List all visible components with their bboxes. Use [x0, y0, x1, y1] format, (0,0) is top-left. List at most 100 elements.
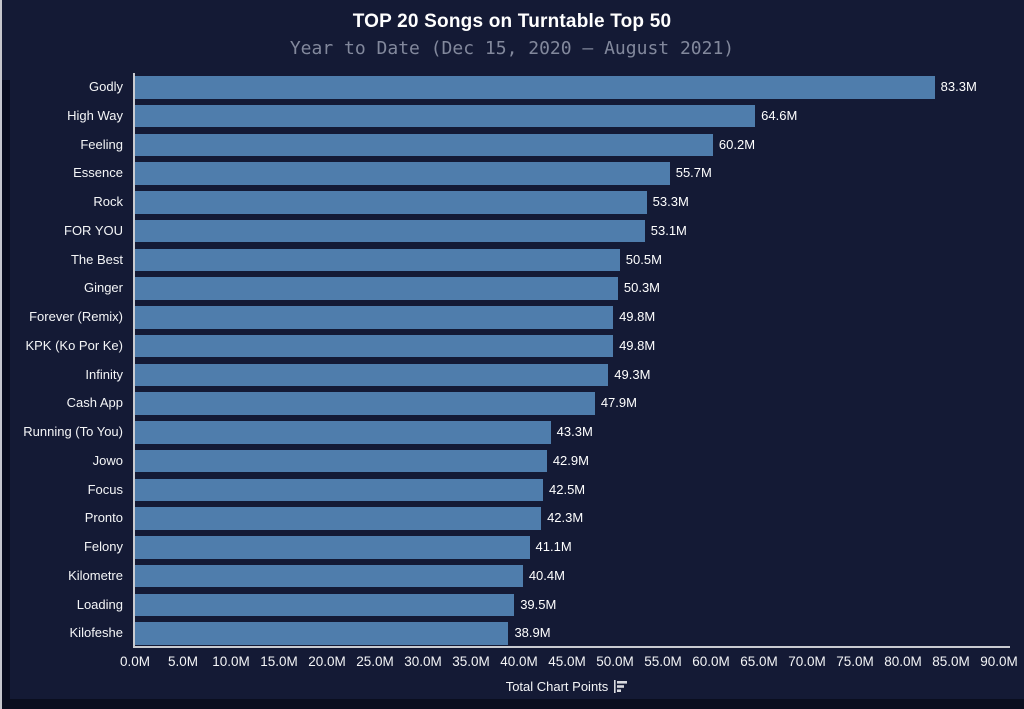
x-axis-tick-label: 35.0M	[452, 654, 490, 669]
bar	[135, 507, 542, 530]
x-axis-tick-label: 60.0M	[692, 654, 730, 669]
chart-title: TOP 20 Songs on Turntable Top 50	[352, 11, 672, 32]
bar	[135, 334, 614, 358]
bar-value-label: 50.5M	[625, 251, 662, 267]
y-axis-category-label: High Way	[67, 107, 123, 123]
bar	[135, 248, 620, 271]
x-axis-tick-label: 45.0M	[548, 654, 586, 669]
bar-row: FOR YOU 53.1M	[64, 217, 999, 246]
bar-row: Essence 55.7M	[73, 159, 999, 188]
bar-value-label: 38.9M	[514, 625, 551, 641]
x-axis-tick-label: 15.0M	[260, 654, 298, 669]
bar-value-label: 42.3M	[547, 510, 584, 526]
x-axis-tick-label: 50.0M	[596, 654, 634, 669]
x-axis-label-wrap: Total Chart Points	[135, 679, 999, 694]
bar-row: Feeling 60.2M	[80, 131, 999, 160]
bar-row: Kilofeshe 38.9M	[70, 619, 999, 648]
bar-value-label: 53.3M	[652, 194, 689, 209]
y-axis-category-label: Ginger	[83, 280, 123, 296]
bar-value-label: 42.9M	[552, 452, 589, 468]
y-axis-category-label: Running (To You)	[23, 424, 123, 439]
bar	[135, 191, 647, 214]
window-left-dark-strip	[2, 80, 10, 709]
window-bottom-dark-strip	[2, 699, 1024, 709]
bar	[135, 277, 618, 300]
y-axis-category-label: Feeling	[80, 136, 123, 152]
x-axis-label: Total Chart Points	[505, 679, 609, 694]
bar-row: Forever (Remix) 49.8M	[29, 303, 999, 332]
bar-row: Pronto 42.3M	[85, 504, 999, 533]
bar-value-label: 49.3M	[614, 366, 651, 382]
bar-row: Ginger 50.3M	[84, 274, 999, 303]
bar-value-label: 60.2M	[718, 136, 756, 152]
x-axis-ticks: 0.0M 5.0M 10.0M 15.0M 20.0M 25.0M 30.0M 35.0M 40…	[120, 654, 1018, 672]
y-axis-category-label: Godly	[89, 79, 123, 94]
bar	[135, 104, 756, 128]
bar-row: Loading 39.5M	[77, 591, 999, 620]
bar	[135, 392, 595, 415]
bar-row: Cash App 47.9M	[67, 389, 999, 418]
bar-value-label: 49.8M	[619, 309, 656, 324]
bar	[135, 162, 670, 185]
x-axis-tick-label: 20.0M	[308, 654, 346, 669]
y-axis-category-label: Jowo	[92, 452, 123, 468]
bar-value-label: 39.5M	[520, 596, 557, 612]
y-axis-category-label: Kilometre	[68, 567, 123, 583]
window-left-edge-line	[0, 0, 2, 709]
y-axis-category-label: Felony	[83, 539, 123, 554]
x-axis-tick-label: 65.0M	[740, 654, 778, 669]
bar-value-label: 53.1M	[650, 222, 687, 238]
bar	[135, 593, 515, 616]
bar-row: KPK (Ko Por Ke) 49.8M	[25, 332, 999, 361]
bar-value-label: 55.7M	[675, 165, 712, 181]
bar	[135, 421, 551, 444]
bar-row: Kilometre 40.4M	[68, 562, 999, 591]
x-axis-tick-label: 25.0M	[356, 654, 394, 669]
bars-container: Godly 83.3M High Way 64.6M Feeling 60.2M Essen…	[23, 73, 999, 648]
bar-value-label: 47.9M	[600, 395, 637, 411]
bar-row: The Best 50.5M	[71, 246, 999, 275]
bar-row: Focus 42.5M	[88, 476, 999, 505]
y-axis-category-label: FOR YOU	[64, 222, 123, 238]
x-axis-tick-label: 30.0M	[404, 654, 442, 669]
bar-value-label: 49.8M	[619, 337, 656, 353]
bar	[135, 478, 543, 501]
x-axis-tick-label: 5.0M	[167, 654, 199, 669]
x-axis-tick-label: 90.0M	[980, 654, 1018, 669]
bar-value-label: 50.3M	[623, 280, 661, 296]
bar-value-label: 42.5M	[549, 481, 586, 497]
x-axis-tick-label: 55.0M	[644, 654, 682, 669]
bar-value-label: 83.3M	[940, 79, 977, 94]
bar	[135, 622, 509, 645]
x-axis-tick-label: 40.0M	[500, 654, 538, 669]
x-axis-tick-label: 70.0M	[788, 654, 826, 669]
bar-row: High Way 64.6M	[67, 102, 999, 131]
x-axis-tick-label: 80.0M	[884, 654, 922, 669]
y-axis-category-label: Infinity	[85, 366, 123, 382]
x-axis-tick-label: 75.0M	[836, 654, 874, 669]
bar-row: Infinity 49.3M	[85, 361, 999, 390]
bar-row: Jowo 42.9M	[93, 447, 999, 476]
bar-row: Felony 41.1M	[84, 533, 999, 562]
y-axis-category-label: Kilofeshe	[69, 625, 123, 641]
y-axis-category-label: Loading	[76, 596, 123, 612]
bar	[135, 536, 530, 559]
y-axis-category-label: Essence	[73, 165, 123, 181]
x-axis-tick-label: 10.0M	[212, 654, 250, 669]
y-axis-category-label: Rock	[93, 194, 123, 209]
y-axis-category-label: KPK (Ko Por Ke)	[25, 337, 123, 353]
bar-chart-icon	[614, 680, 628, 693]
bar	[135, 133, 713, 156]
bar-value-label: 41.1M	[535, 539, 572, 554]
y-axis-category-label: Pronto	[84, 510, 123, 526]
bar	[135, 363, 609, 386]
bar	[135, 219, 645, 243]
x-axis-tick-label: 85.0M	[932, 654, 970, 669]
bar-row: Rock 53.3M	[93, 188, 999, 217]
y-axis-category-label: Focus	[87, 481, 123, 497]
y-axis-category-label: Cash App	[66, 395, 123, 411]
bar	[135, 449, 547, 473]
bar	[135, 76, 935, 99]
bar-value-label: 43.3M	[556, 424, 593, 439]
